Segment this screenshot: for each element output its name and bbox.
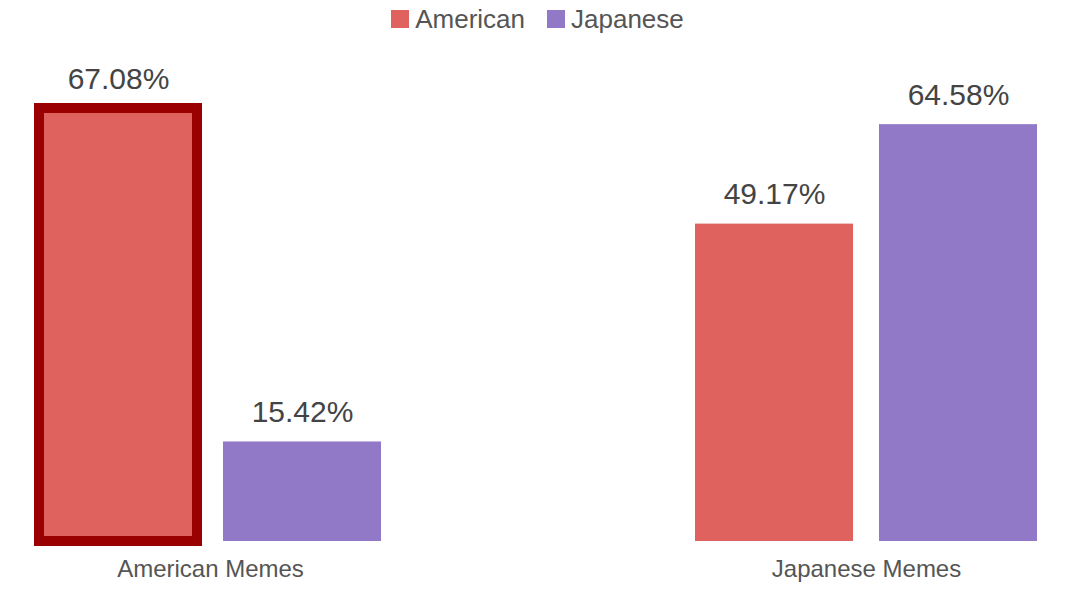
svg-text:64.58%: 64.58% — [908, 78, 1010, 111]
svg-text:49.17%: 49.17% — [724, 177, 826, 210]
html-text:American: American — [415, 3, 525, 34]
svg-text:67.08%: 67.08% — [68, 62, 170, 95]
svg-text:15.42%: 15.42% — [252, 395, 354, 428]
svg-text:American Memes: American Memes — [117, 555, 304, 582]
svg-text:Japanese Memes: Japanese Memes — [772, 555, 961, 582]
html-text:Japanese: Japanese — [571, 3, 684, 34]
